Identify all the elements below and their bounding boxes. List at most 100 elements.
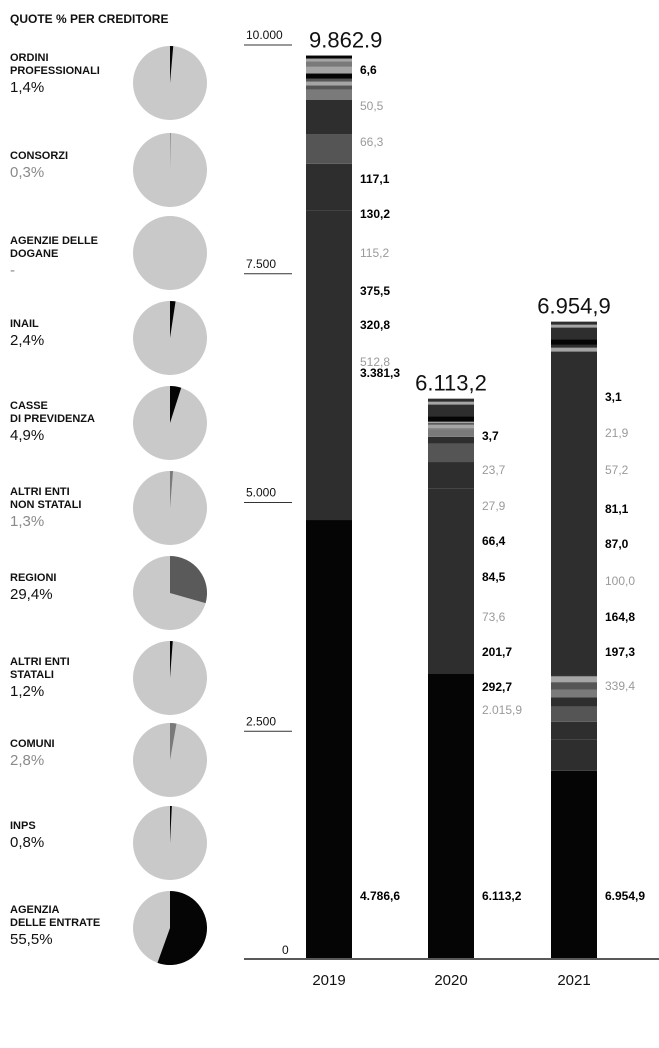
bar-segment (306, 66, 352, 78)
share-pie (133, 891, 207, 965)
segment-value-label: 100,0 (605, 574, 635, 588)
segment-value-label: 292,7 (482, 680, 512, 694)
segment-value-label: 130,2 (360, 207, 390, 221)
creditor-item: COMUNI 2,8% (10, 738, 135, 769)
segment-value-label: 84,5 (482, 570, 506, 584)
creditor-share: 4,9% (10, 427, 45, 444)
pie-slice (170, 723, 177, 760)
bar-segment (306, 58, 352, 62)
share-pie (133, 471, 207, 545)
y-tick-label: 2.500 (246, 714, 276, 728)
bar-segment (306, 520, 352, 958)
bar-segment (428, 416, 474, 422)
creditor-name: COMUNI (10, 738, 55, 750)
share-pie (133, 216, 207, 290)
share-pie (133, 301, 207, 375)
creditor-item: ALTRI ENTI NON STATALI 1,3% (10, 486, 135, 530)
pie-slice (157, 891, 207, 965)
creditor-legend: QUOTE % PER CREDITORE ORDINI PROFESSIONA… (0, 0, 225, 1048)
bar-segment (306, 89, 352, 101)
bar-segment (428, 398, 474, 418)
bar-segment (551, 339, 597, 345)
creditor-name: CASSE DI PREVIDENZA (10, 400, 95, 425)
bar-segment (428, 462, 474, 489)
creditor-share: 2,8% (10, 752, 45, 769)
bar-segment (428, 429, 474, 437)
segment-value-label: 197,3 (605, 645, 635, 659)
segment-value-label: 66,4 (482, 534, 506, 548)
bar-segment (306, 100, 352, 135)
creditor-name: CONSORZI (10, 150, 69, 162)
pie-slice (170, 641, 173, 678)
bar-segment (551, 674, 597, 677)
segment-value-label: 201,7 (482, 645, 512, 659)
creditor-name: REGIONI (10, 572, 57, 584)
creditor-share: 29,4% (10, 586, 53, 603)
segment-value-label: 66,3 (360, 135, 384, 149)
creditor-item: ALTRI ENTI STATALI 1,2% (10, 656, 135, 700)
bar-segment (551, 706, 597, 722)
share-pie (133, 641, 207, 715)
pie-slice (170, 806, 172, 843)
segment-value-label: 57,2 (605, 463, 629, 477)
pie-slice (170, 133, 171, 170)
creditor-share: 2,4% (10, 332, 45, 349)
creditor-item: CONSORZI 0,3% (10, 150, 135, 181)
segment-value-label: 27,9 (482, 499, 506, 513)
segment-value-label: 23,7 (482, 463, 506, 477)
bar-segment (428, 443, 474, 463)
creditor-share: - (10, 262, 15, 279)
bar-segment (428, 420, 474, 424)
segment-value-label: 81,1 (605, 502, 629, 516)
segment-value-label: 115,2 (360, 246, 389, 260)
bar-segment (551, 321, 597, 675)
creditor-item: INPS 0,8% (10, 820, 135, 851)
bar-segment (551, 682, 597, 690)
bar-segment (428, 436, 474, 444)
category-label: 2020 (434, 972, 467, 989)
bar-segment (306, 56, 352, 61)
segment-value-label: 73,6 (482, 610, 506, 624)
y-tick-label: 7.500 (246, 257, 276, 271)
creditor-name: ORDINI PROFESSIONALI (10, 52, 100, 77)
segment-value-label: 6.113,2 (482, 889, 522, 903)
segment-value-label: 87,0 (605, 537, 629, 551)
bar-segment (551, 770, 597, 958)
pie-slice (170, 556, 207, 604)
creditor-item: AGENZIA DELLE ENTRATE 55,5% (10, 904, 135, 948)
bar-segment (306, 134, 352, 164)
pie-slice (170, 46, 174, 83)
bar-segment (306, 81, 352, 86)
bar-segment (306, 73, 352, 79)
creditor-item: REGIONI 29,4% (10, 572, 135, 603)
segment-value-label: 3.381,3 (360, 366, 400, 380)
category-label: 2019 (312, 972, 345, 989)
pie-slice (170, 386, 182, 423)
bar-segment (428, 424, 474, 429)
segment-value-label: 6,6 (360, 63, 377, 77)
y-tick-label: 10.000 (246, 28, 283, 42)
category-label: 2021 (557, 972, 590, 989)
y-tick-label: 0 (282, 943, 289, 957)
segment-value-label: 117,1 (360, 172, 390, 186)
total-label: 6.113,2 (415, 371, 487, 396)
creditor-name: AGENZIA DELLE ENTRATE (10, 904, 101, 929)
creditor-name: INAIL (10, 318, 39, 330)
creditor-name: AGENZIE DELLE DOGANE (10, 235, 99, 260)
bar-segment (428, 401, 474, 405)
share-pie (133, 723, 207, 797)
bar-segment (428, 488, 474, 674)
segment-value-label: 2.015,9 (482, 703, 522, 717)
segment-value-label: 3,1 (605, 390, 622, 404)
segment-value-label: 339,4 (605, 679, 635, 693)
segment-value-label: 164,8 (605, 610, 635, 624)
pie-slice (170, 301, 176, 338)
bar-segment (306, 55, 352, 57)
share-pie (133, 46, 207, 120)
creditor-name: INPS (10, 820, 36, 832)
bar-segment (551, 721, 597, 740)
bar-segment (551, 739, 597, 771)
segment-value-label: 375,5 (360, 284, 390, 298)
bar-segment (306, 210, 352, 521)
